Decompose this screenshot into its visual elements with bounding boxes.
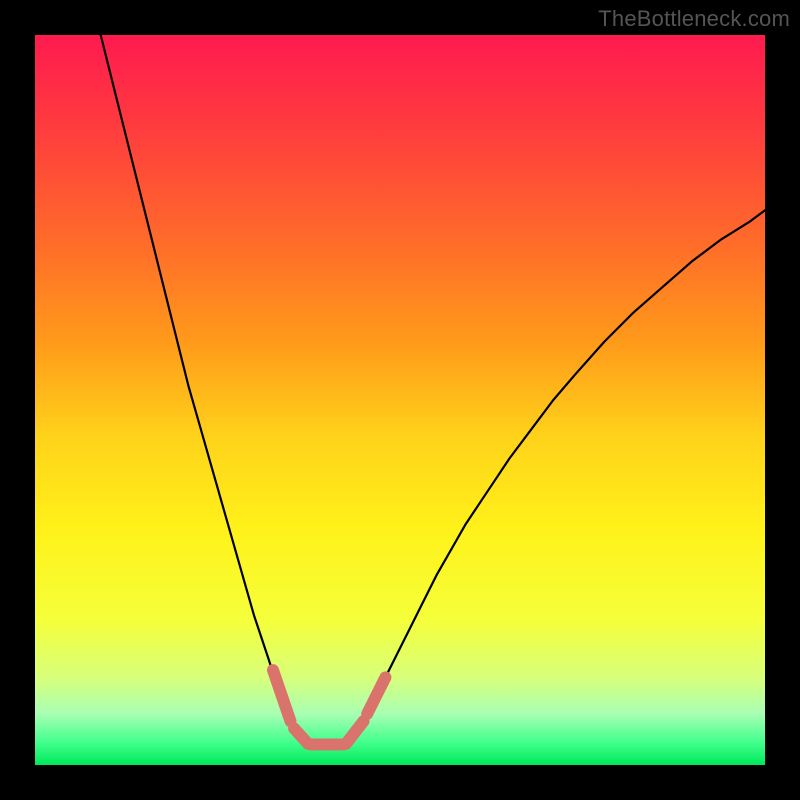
watermark-text: TheBottleneck.com	[598, 6, 790, 32]
chart-background	[35, 35, 765, 765]
outer-frame: TheBottleneck.com	[0, 0, 800, 800]
plot-area	[35, 35, 765, 765]
chart-svg	[35, 35, 765, 765]
